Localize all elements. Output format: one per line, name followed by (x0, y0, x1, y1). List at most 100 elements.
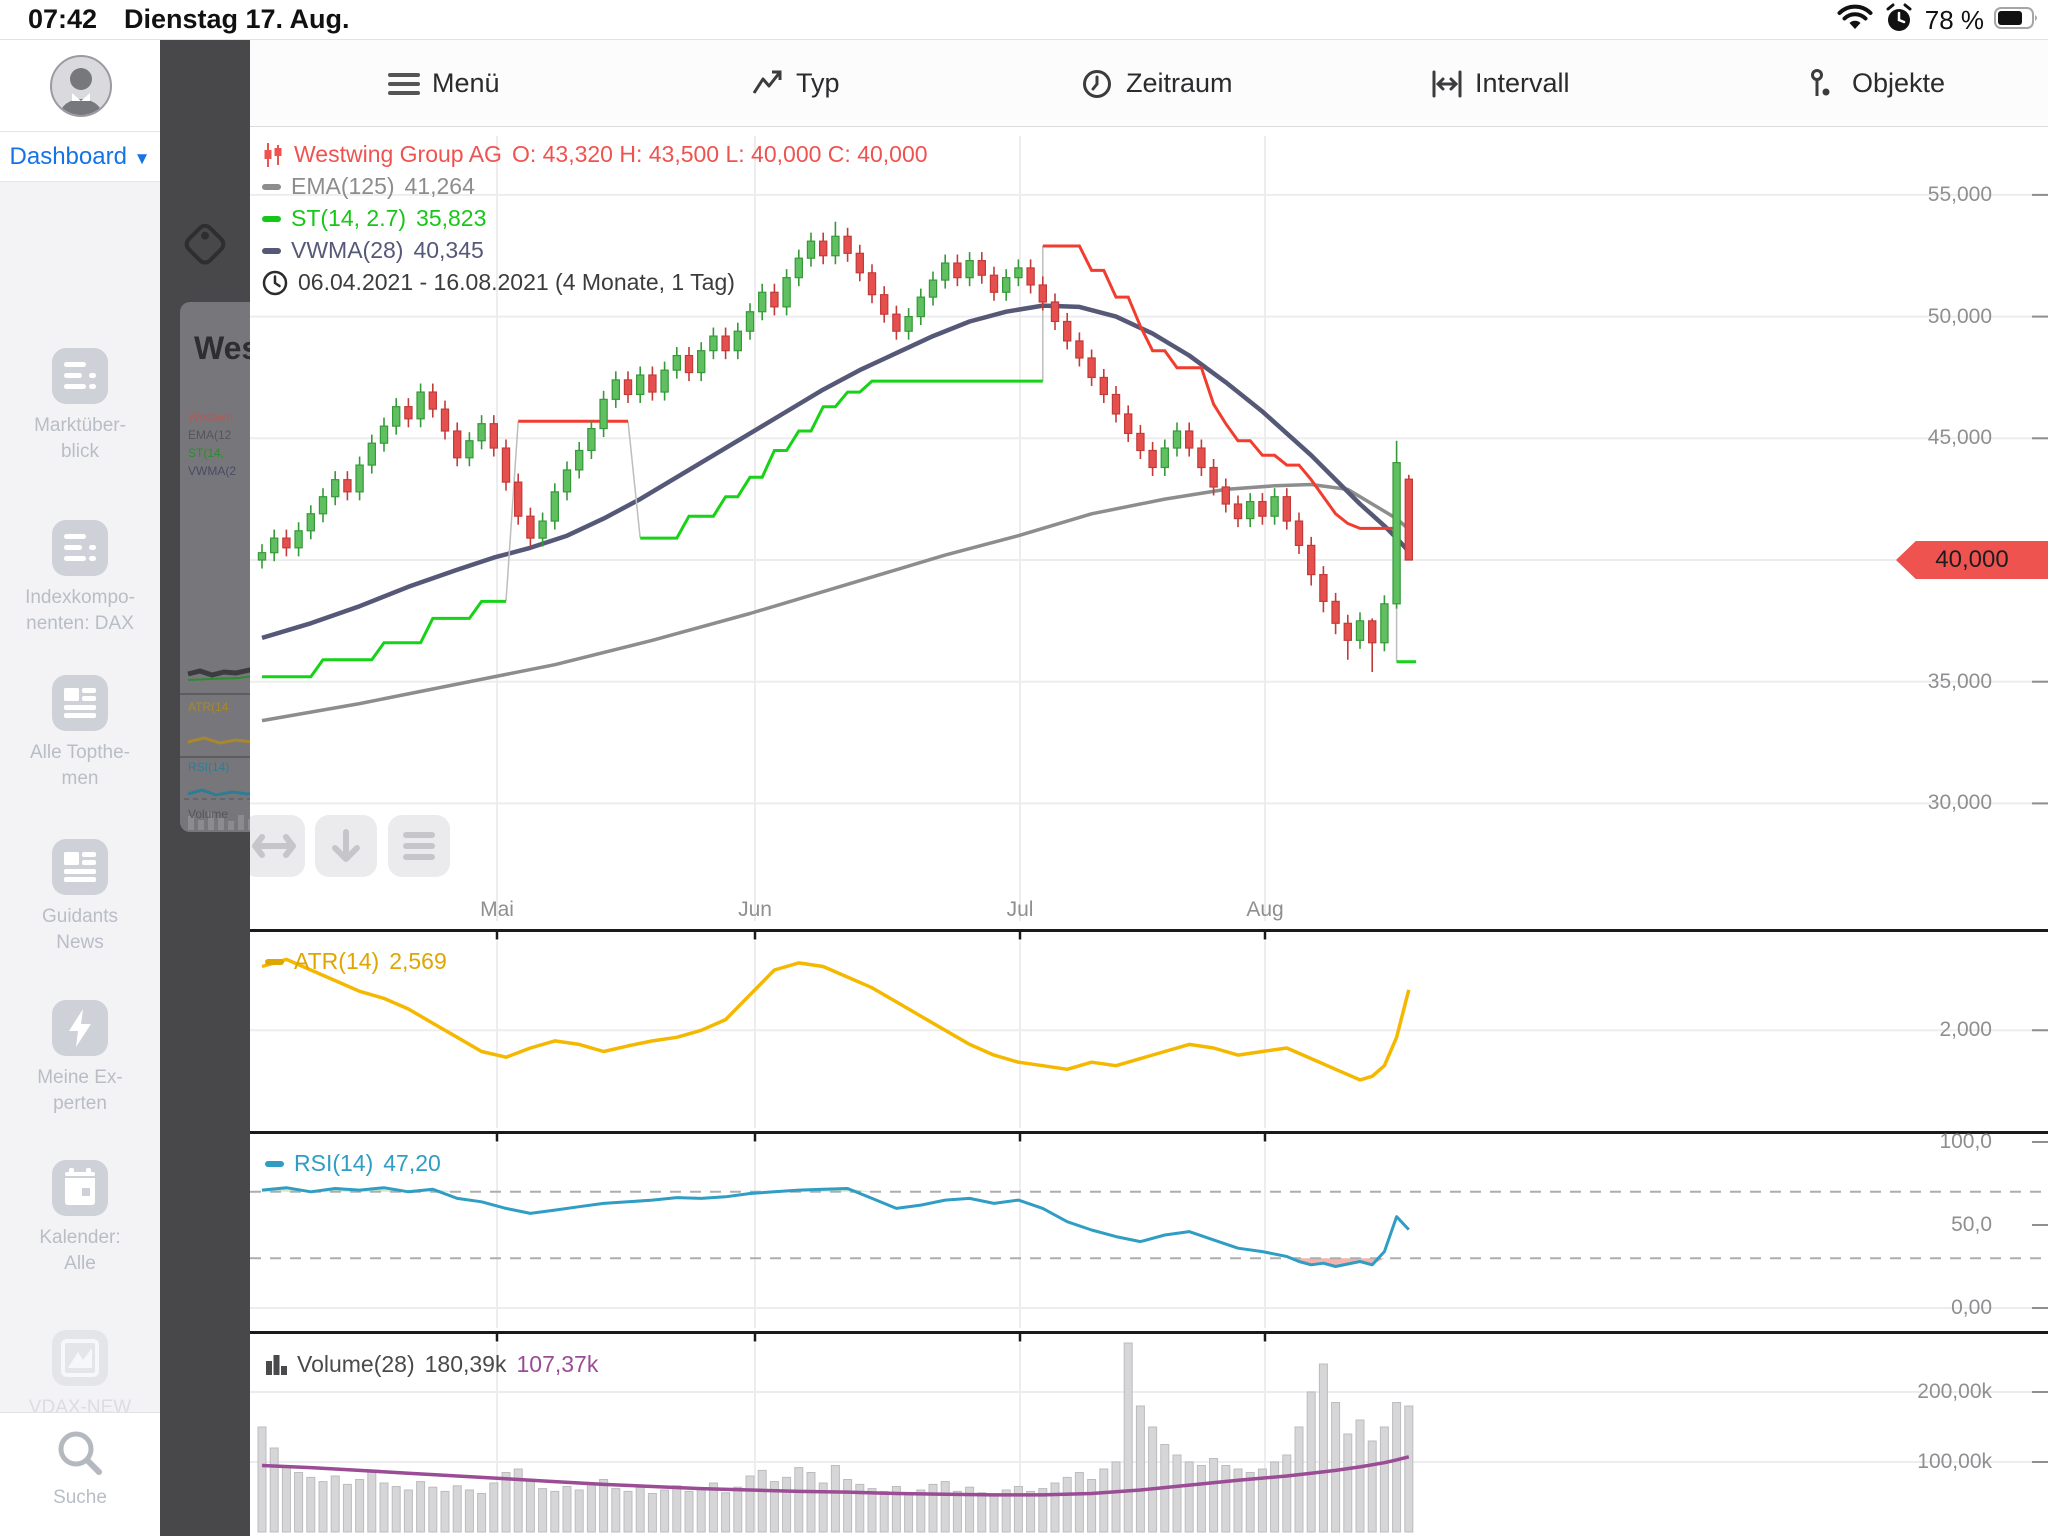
imgchart-icon (51, 1330, 108, 1386)
candle-body (1148, 449, 1157, 469)
mini-legend: ATR(14 (188, 700, 229, 714)
candle-body (1038, 284, 1047, 303)
volume-bar (684, 1490, 694, 1533)
caret-down-icon: ▼ (133, 149, 151, 168)
pan-horizontal-button[interactable] (243, 815, 305, 877)
volume-bar (452, 1485, 462, 1533)
widget-title: Wes (194, 330, 250, 366)
volume-bar (818, 1482, 828, 1533)
candle-body (879, 294, 889, 315)
volume-bar (379, 1482, 389, 1533)
volume-bar (708, 1482, 718, 1533)
volume-bar (1318, 1363, 1328, 1533)
vwma-line (261, 303, 1411, 641)
volume-bar (660, 1489, 670, 1533)
scroll-down-button[interactable] (315, 815, 377, 877)
toolbar-item-objekte[interactable]: Objekte (1808, 40, 1945, 127)
candle-body (526, 515, 535, 539)
candle-body (940, 262, 950, 281)
candle-body (1050, 301, 1060, 323)
volume-bar (428, 1486, 438, 1533)
volume-bar (281, 1465, 291, 1533)
candle-body (1001, 277, 1011, 293)
volume-bar (538, 1488, 548, 1533)
candle-body (928, 279, 938, 298)
toolbar-item-intervall[interactable]: Intervall (1431, 40, 1570, 127)
candle-body (794, 257, 804, 279)
volume-bar (586, 1483, 596, 1533)
volume-bar (550, 1490, 560, 1533)
sidebar-item-indexkompo[interactable]: Indexkompo-nenten: DAX (0, 520, 160, 637)
volume-bar (769, 1481, 779, 1533)
volume-bar (416, 1481, 426, 1533)
volume-bar (1221, 1465, 1231, 1533)
sidebar-item-guidants[interactable]: Guidants News (0, 839, 160, 956)
volume-bar (1245, 1472, 1255, 1533)
volume-bar (1379, 1426, 1389, 1533)
volume-bar (940, 1481, 950, 1533)
candle-body (538, 520, 547, 539)
candle-body (1123, 413, 1133, 435)
candle-body (1221, 486, 1230, 505)
sidebar-item-marktber[interactable]: Marktüber-blick (0, 348, 160, 465)
candle-body (453, 430, 462, 459)
volume-bar (830, 1465, 840, 1533)
candle-body (513, 481, 523, 517)
sidebar-item-suche[interactable]: Suche (0, 1412, 160, 1536)
candle-body (489, 423, 499, 449)
alarm-icon (1883, 2, 1915, 39)
sidebar-item-meineex[interactable]: Meine Ex-perten (0, 1000, 160, 1117)
candle-body (1209, 466, 1218, 488)
volume-bar (1135, 1405, 1145, 1533)
candle-body (611, 379, 621, 400)
candle-body (1294, 520, 1304, 546)
toolbar-item-typ[interactable]: Typ (752, 40, 840, 127)
volume-bar (745, 1475, 755, 1533)
candle-body (989, 274, 999, 293)
candle-body (562, 469, 572, 493)
avatar[interactable] (50, 55, 112, 117)
sidebar-item-alletopthe[interactable]: Alle Topthe-men (0, 675, 160, 792)
news-icon (51, 839, 108, 895)
candle-body (1306, 544, 1316, 576)
volume-bar (843, 1479, 853, 1533)
candle-body (599, 398, 608, 430)
volume-bar (806, 1472, 816, 1533)
candle-body (1075, 340, 1084, 359)
dashboard-selector[interactable]: Dashboard ▼ (0, 132, 160, 182)
candle-body (660, 369, 669, 393)
sidebar-item-vdaxnew[interactable]: VDAX-NEW (0, 1330, 160, 1421)
candle-body (1172, 430, 1182, 449)
volume-bar (1367, 1440, 1377, 1533)
volume-bar (1282, 1454, 1292, 1533)
candle-body (1282, 496, 1291, 522)
toolbar-item-label: Zeitraum (1126, 68, 1233, 98)
candle-body (1062, 320, 1072, 342)
candle-body (745, 311, 755, 332)
list-icon (51, 348, 108, 404)
toolbar-item-label: Menü (432, 68, 500, 98)
candle-body (721, 335, 730, 352)
layers-button[interactable] (388, 815, 450, 877)
volume-bar (757, 1469, 767, 1533)
volume-bar (477, 1493, 487, 1533)
sidebar-item-kalender[interactable]: Kalender: Alle (0, 1160, 160, 1277)
search-icon (0, 1425, 160, 1487)
volume-bar (635, 1486, 645, 1533)
volume-bar (928, 1483, 938, 1533)
wifi-icon (1837, 3, 1873, 38)
sidebar-item-label: Meine Ex- (37, 1067, 123, 1088)
objekte-icon (1811, 68, 1830, 96)
volume-bar (330, 1475, 340, 1533)
mini-legend: RSI(14) (188, 760, 230, 774)
candle-body (953, 262, 962, 279)
candle-body (843, 235, 852, 254)
toolbar-item-menu[interactable]: Menü (388, 40, 500, 127)
toolbar-item-zeitraum[interactable]: Zeitraum (1082, 40, 1233, 127)
volume-bar (599, 1479, 609, 1533)
volume-bar (647, 1493, 657, 1533)
sidebar-item-label: Alle Topthe- (30, 742, 130, 763)
candle-body (1014, 267, 1023, 279)
